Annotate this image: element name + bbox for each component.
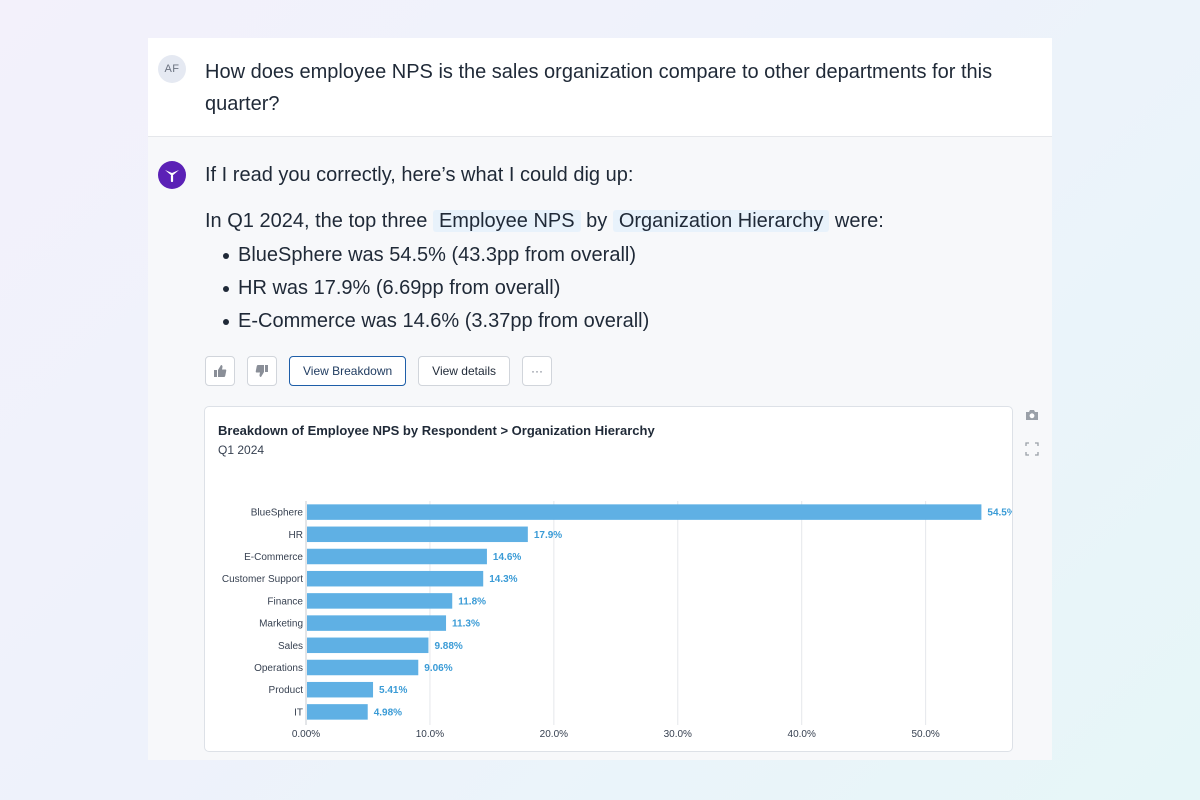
x-tick-label: 40.0% [788,729,816,740]
data-label: 17.9% [534,530,562,541]
category-label: Operations [254,663,303,674]
summary-prefix: In Q1 2024, the top three [205,210,428,232]
metric-chip[interactable]: Employee NPS [432,210,581,232]
bar [307,526,528,543]
assistant-intro: If I read you correctly, here’s what I c… [205,164,634,186]
category-label: Product [269,685,304,696]
chart-side-tools [1024,407,1040,475]
category-label: Finance [267,596,303,607]
expand-icon [1025,442,1039,456]
bar [307,570,484,587]
x-tick-label: 30.0% [664,729,692,740]
category-label: IT [294,707,303,718]
assistant-logo-icon [158,161,186,189]
user-avatar: AF [158,55,186,83]
expand-button[interactable] [1024,441,1040,457]
bar [307,637,429,654]
chat-panel: AF How does employee NPS is the sales or… [148,38,1052,760]
bar-chart: 0.00% 10.0% 20.0% 30.0% 40.0% 50.0% BlueSphere… [222,501,1012,740]
data-label: 11.3% [452,619,480,630]
data-label: 14.6% [493,552,521,563]
bar [307,548,487,565]
list-item: HR was 17.9% (6.69pp from overall) [223,272,649,305]
category-label: Sales [278,641,303,652]
summary-by: by [586,210,608,232]
category-label: Marketing [259,619,303,630]
chart-subtitle: Q1 2024 [218,443,265,457]
category-label: BlueSphere [251,508,304,519]
data-label: 4.98% [374,707,402,718]
x-tick-label: 0.00% [292,729,320,740]
bar [307,659,419,676]
category-label: E-Commerce [244,552,303,563]
bar [307,593,453,609]
data-label: 14.3% [489,574,517,585]
user-message: AF How does employee NPS is the sales or… [148,38,1052,137]
results-list: BlueSphere was 54.5% (43.3pp from overal… [223,239,649,338]
more-options-button[interactable]: ··· [522,356,552,386]
message-actions: View Breakdown View details ··· [205,356,552,386]
bar [307,615,447,631]
user-question: How does employee NPS is the sales organ… [205,61,993,115]
chart-card: Breakdown of Employee NPS by Respondent … [204,406,1013,752]
bar [307,681,374,698]
data-label: 11.8% [458,596,486,607]
list-item: E-Commerce was 14.6% (3.37pp from overal… [223,305,649,338]
bar [307,504,982,520]
category-label: HR [289,530,303,541]
thumbs-up-button[interactable] [205,356,235,386]
thumbs-down-button[interactable] [247,356,277,386]
thumbs-down-icon [255,365,268,377]
view-details-button[interactable]: View details [418,356,510,386]
category-label: Customer Support [222,574,303,585]
view-breakdown-button[interactable]: View Breakdown [289,356,407,386]
thumbs-up-icon [214,365,227,377]
assistant-summary: In Q1 2024, the top three Employee NPS b… [205,206,884,236]
dimension-chip[interactable]: Organization Hierarchy [612,210,830,232]
data-label: 5.41% [379,685,407,696]
x-tick-label: 10.0% [416,729,444,740]
x-tick-label: 20.0% [540,729,568,740]
x-tick-label: 50.0% [911,729,939,740]
chart-title: Breakdown of Employee NPS by Respondent … [218,423,655,438]
camera-button[interactable] [1024,407,1040,423]
summary-suffix: were: [834,210,884,232]
list-item: BlueSphere was 54.5% (43.3pp from overal… [223,239,649,272]
data-label: 9.06% [424,663,452,674]
bar [307,704,368,720]
camera-icon [1026,410,1038,420]
data-label: 54.5% [987,508,1012,519]
data-label: 9.88% [434,641,462,652]
